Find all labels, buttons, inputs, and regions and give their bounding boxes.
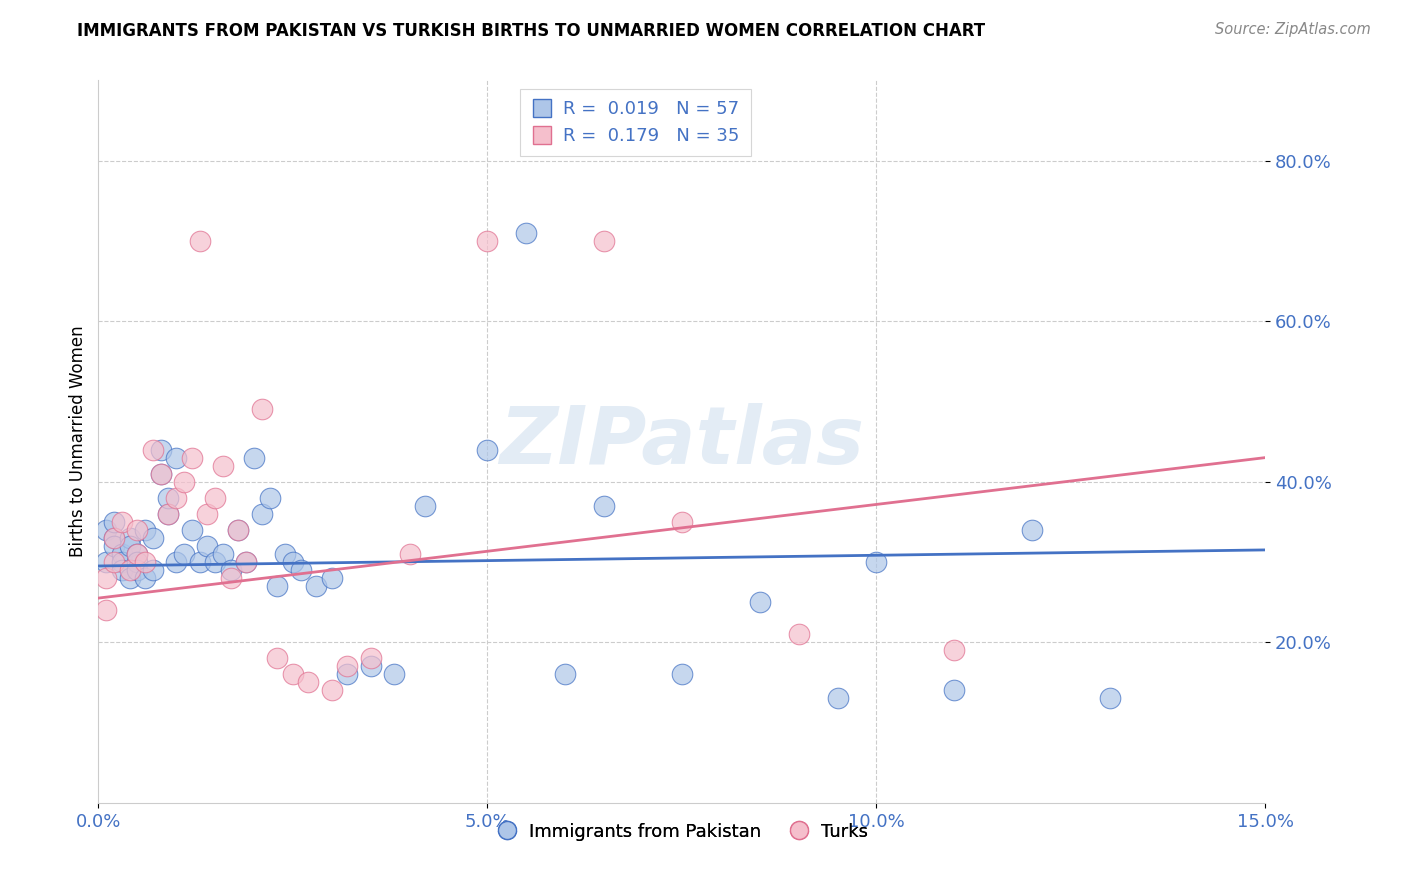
Point <box>204 555 226 569</box>
Point <box>111 555 134 569</box>
Point <box>173 475 195 489</box>
Point <box>142 563 165 577</box>
Point <box>118 539 141 553</box>
Point <box>250 507 273 521</box>
Point <box>103 531 125 545</box>
Point <box>111 515 134 529</box>
Point <box>228 523 250 537</box>
Point <box>118 531 141 545</box>
Point <box>297 675 319 690</box>
Point <box>228 523 250 537</box>
Point <box>195 507 218 521</box>
Point <box>274 547 297 561</box>
Point <box>149 467 172 481</box>
Point <box>111 563 134 577</box>
Point <box>165 491 187 505</box>
Point <box>748 595 770 609</box>
Point <box>281 555 304 569</box>
Point <box>103 555 125 569</box>
Point <box>103 539 125 553</box>
Point <box>149 467 172 481</box>
Point <box>336 659 359 673</box>
Point <box>127 563 149 577</box>
Point <box>127 547 149 561</box>
Point <box>321 571 343 585</box>
Point <box>142 531 165 545</box>
Point <box>204 491 226 505</box>
Point <box>235 555 257 569</box>
Point <box>259 491 281 505</box>
Point <box>157 507 180 521</box>
Point <box>290 563 312 577</box>
Point <box>671 515 693 529</box>
Point <box>96 555 118 569</box>
Point <box>250 402 273 417</box>
Point <box>243 450 266 465</box>
Point <box>180 450 202 465</box>
Point <box>321 683 343 698</box>
Point <box>477 442 499 457</box>
Point <box>219 563 242 577</box>
Point <box>382 667 405 681</box>
Point <box>180 523 202 537</box>
Point <box>477 234 499 248</box>
Point <box>96 571 118 585</box>
Point <box>593 499 616 513</box>
Point <box>165 450 187 465</box>
Point <box>219 571 242 585</box>
Point <box>281 667 304 681</box>
Point <box>235 555 257 569</box>
Point <box>165 555 187 569</box>
Point <box>127 555 149 569</box>
Point <box>134 523 156 537</box>
Point <box>865 555 887 569</box>
Point <box>103 531 125 545</box>
Point <box>188 555 211 569</box>
Point <box>142 442 165 457</box>
Point <box>554 667 576 681</box>
Point <box>515 226 537 240</box>
Point <box>118 571 141 585</box>
Point <box>96 603 118 617</box>
Point <box>1098 691 1121 706</box>
Point <box>173 547 195 561</box>
Text: Source: ZipAtlas.com: Source: ZipAtlas.com <box>1215 22 1371 37</box>
Point <box>212 458 235 473</box>
Legend: Immigrants from Pakistan, Turks: Immigrants from Pakistan, Turks <box>489 815 875 848</box>
Point <box>149 442 172 457</box>
Point <box>1021 523 1043 537</box>
Point <box>413 499 436 513</box>
Point <box>593 234 616 248</box>
Point <box>827 691 849 706</box>
Y-axis label: Births to Unmarried Women: Births to Unmarried Women <box>69 326 87 558</box>
Point <box>157 491 180 505</box>
Point <box>134 555 156 569</box>
Point <box>360 659 382 673</box>
Point <box>398 547 420 561</box>
Point <box>943 643 966 657</box>
Point <box>103 515 125 529</box>
Point <box>118 563 141 577</box>
Point <box>266 651 288 665</box>
Point <box>212 547 235 561</box>
Point <box>360 651 382 665</box>
Point <box>127 547 149 561</box>
Text: ZIPatlas: ZIPatlas <box>499 402 865 481</box>
Point <box>157 507 180 521</box>
Point <box>787 627 810 641</box>
Text: IMMIGRANTS FROM PAKISTAN VS TURKISH BIRTHS TO UNMARRIED WOMEN CORRELATION CHART: IMMIGRANTS FROM PAKISTAN VS TURKISH BIRT… <box>77 22 986 40</box>
Point <box>134 571 156 585</box>
Point <box>336 667 359 681</box>
Point <box>195 539 218 553</box>
Point <box>127 523 149 537</box>
Point <box>943 683 966 698</box>
Point <box>111 547 134 561</box>
Point <box>305 579 328 593</box>
Point <box>671 667 693 681</box>
Point <box>188 234 211 248</box>
Point <box>96 523 118 537</box>
Point <box>266 579 288 593</box>
